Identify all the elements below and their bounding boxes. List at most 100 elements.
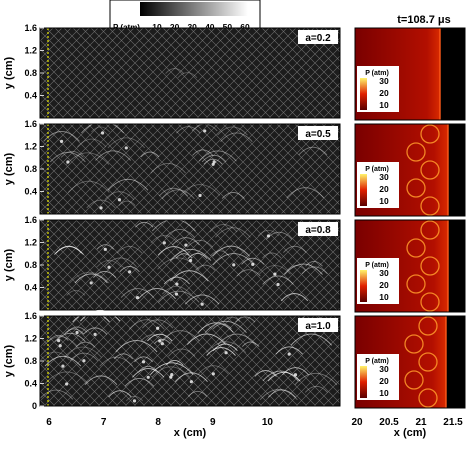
y-tick-label: 0.4 bbox=[24, 91, 37, 101]
cell-arc bbox=[138, 288, 176, 300]
cell-arc bbox=[267, 389, 296, 398]
x-tick-label: 6 bbox=[46, 417, 52, 428]
detonation-cell bbox=[404, 370, 424, 390]
triple-point bbox=[124, 146, 128, 150]
pressure-panel: P (atm)30 20 10 bbox=[354, 123, 466, 217]
cell-arc bbox=[91, 126, 111, 133]
legend-tick: 20 bbox=[379, 376, 389, 386]
y-axis-title: y (cm) bbox=[3, 152, 15, 185]
cell-arc bbox=[262, 370, 299, 382]
legend-tick: 10 bbox=[379, 196, 389, 206]
legend-gradient bbox=[360, 78, 367, 110]
cell-arc bbox=[215, 227, 251, 238]
cell-arc bbox=[140, 334, 165, 342]
cell-arc bbox=[204, 320, 247, 334]
cell-arc bbox=[186, 239, 214, 248]
panel-frame bbox=[354, 219, 466, 313]
cell-arc bbox=[140, 151, 160, 158]
schlieren-background bbox=[40, 124, 340, 214]
detonation-cell bbox=[420, 292, 440, 312]
cell-arc bbox=[184, 294, 220, 305]
cell-arc bbox=[96, 259, 122, 268]
cell-arc bbox=[82, 327, 108, 335]
cell-arc bbox=[158, 187, 189, 197]
top-colorbar-tick: 60 bbox=[240, 22, 250, 32]
cell-arc bbox=[74, 273, 108, 284]
cell-arc bbox=[120, 288, 155, 298]
triple-point bbox=[211, 372, 215, 376]
triple-point bbox=[61, 364, 65, 368]
schlieren-panel: a=1.0 0 0.4 0.8 1.2 1.6 y (cm) bbox=[3, 309, 341, 411]
top-colorbar-tick: 10 bbox=[152, 22, 162, 32]
triple-point bbox=[103, 247, 107, 251]
cell-arc bbox=[198, 365, 229, 375]
y-tick-label: 1.6 bbox=[24, 311, 37, 321]
cell-arc bbox=[175, 253, 193, 259]
cell-arc bbox=[115, 340, 158, 353]
schlieren-panel: a=0.8 0.4 0.8 1.2 1.6 y (cm) bbox=[3, 215, 341, 311]
triple-point bbox=[82, 359, 86, 363]
cell-arc bbox=[66, 290, 86, 296]
cell-arc bbox=[304, 385, 328, 393]
cell-arc bbox=[64, 328, 84, 335]
x-tick-label: 21 bbox=[415, 417, 427, 428]
cell-arc bbox=[107, 178, 149, 191]
y-axis-title: y (cm) bbox=[3, 248, 15, 281]
cell-arc bbox=[195, 264, 216, 271]
triple-point bbox=[232, 263, 236, 267]
triple-point bbox=[117, 198, 122, 202]
panel-frame bbox=[354, 27, 466, 121]
legend-tick: 10 bbox=[379, 100, 389, 110]
detonation-cell bbox=[404, 334, 424, 354]
triple-point bbox=[212, 160, 216, 164]
time-label: t=108.7 μs bbox=[397, 14, 451, 26]
triple-point bbox=[251, 262, 255, 266]
triple-point bbox=[198, 193, 202, 198]
legend-tick: 10 bbox=[379, 292, 389, 302]
cell-arc bbox=[165, 68, 185, 74]
left-x-axis-title: x (cm) bbox=[174, 427, 207, 439]
cell-arc bbox=[283, 245, 307, 253]
cell-arc bbox=[259, 389, 298, 401]
a-label-box bbox=[298, 30, 338, 44]
schlieren-panel: a=0.2 0.4 0.8 1.2 1.6 y (cm) bbox=[3, 23, 341, 119]
cell-arc bbox=[107, 137, 146, 149]
legend-tick: 30 bbox=[379, 268, 389, 278]
detonation-cell bbox=[418, 316, 438, 336]
cell-arc bbox=[69, 271, 110, 284]
cell-arc bbox=[161, 285, 191, 295]
cell-arc bbox=[186, 333, 227, 345]
cell-arc bbox=[298, 146, 328, 156]
schlieren-panels: a=0.2 0.4 0.8 1.2 1.6 y (cm) a=0.5 0.4 0.8 1.2 1.6… bbox=[3, 23, 341, 411]
cell-arc bbox=[75, 341, 96, 348]
y-tick-label: 0.8 bbox=[24, 68, 37, 78]
cell-arc bbox=[108, 390, 132, 398]
schlieren-background bbox=[40, 28, 340, 118]
cell-arc bbox=[84, 375, 118, 385]
cell-arc bbox=[124, 377, 155, 387]
triple-point bbox=[66, 160, 70, 164]
triple-point bbox=[189, 380, 193, 384]
cell-arc bbox=[119, 265, 140, 273]
triple-point bbox=[276, 282, 280, 287]
detonation-cell bbox=[418, 352, 438, 372]
cell-arc bbox=[150, 235, 179, 244]
top-colorbar-ticks: 10 20 30 40 50 60 bbox=[152, 22, 250, 32]
cell-arc bbox=[142, 319, 174, 329]
cell-arc bbox=[158, 290, 200, 303]
y-tick-label: 0.4 bbox=[24, 187, 37, 197]
triple-point bbox=[175, 282, 179, 286]
detonation-cell bbox=[406, 274, 426, 294]
y-tick-label: 1.2 bbox=[24, 238, 37, 248]
cell-arc bbox=[116, 245, 143, 254]
cell-arc bbox=[221, 191, 245, 199]
triple-point bbox=[156, 326, 160, 330]
triple-point bbox=[58, 344, 62, 348]
triple-point bbox=[224, 351, 228, 355]
y-tick-label: 0 bbox=[32, 401, 37, 411]
y-tick-label: 0.4 bbox=[24, 379, 37, 389]
schlieren-background bbox=[40, 316, 340, 406]
y-axis-title: y (cm) bbox=[3, 344, 15, 377]
triple-point bbox=[59, 139, 64, 143]
